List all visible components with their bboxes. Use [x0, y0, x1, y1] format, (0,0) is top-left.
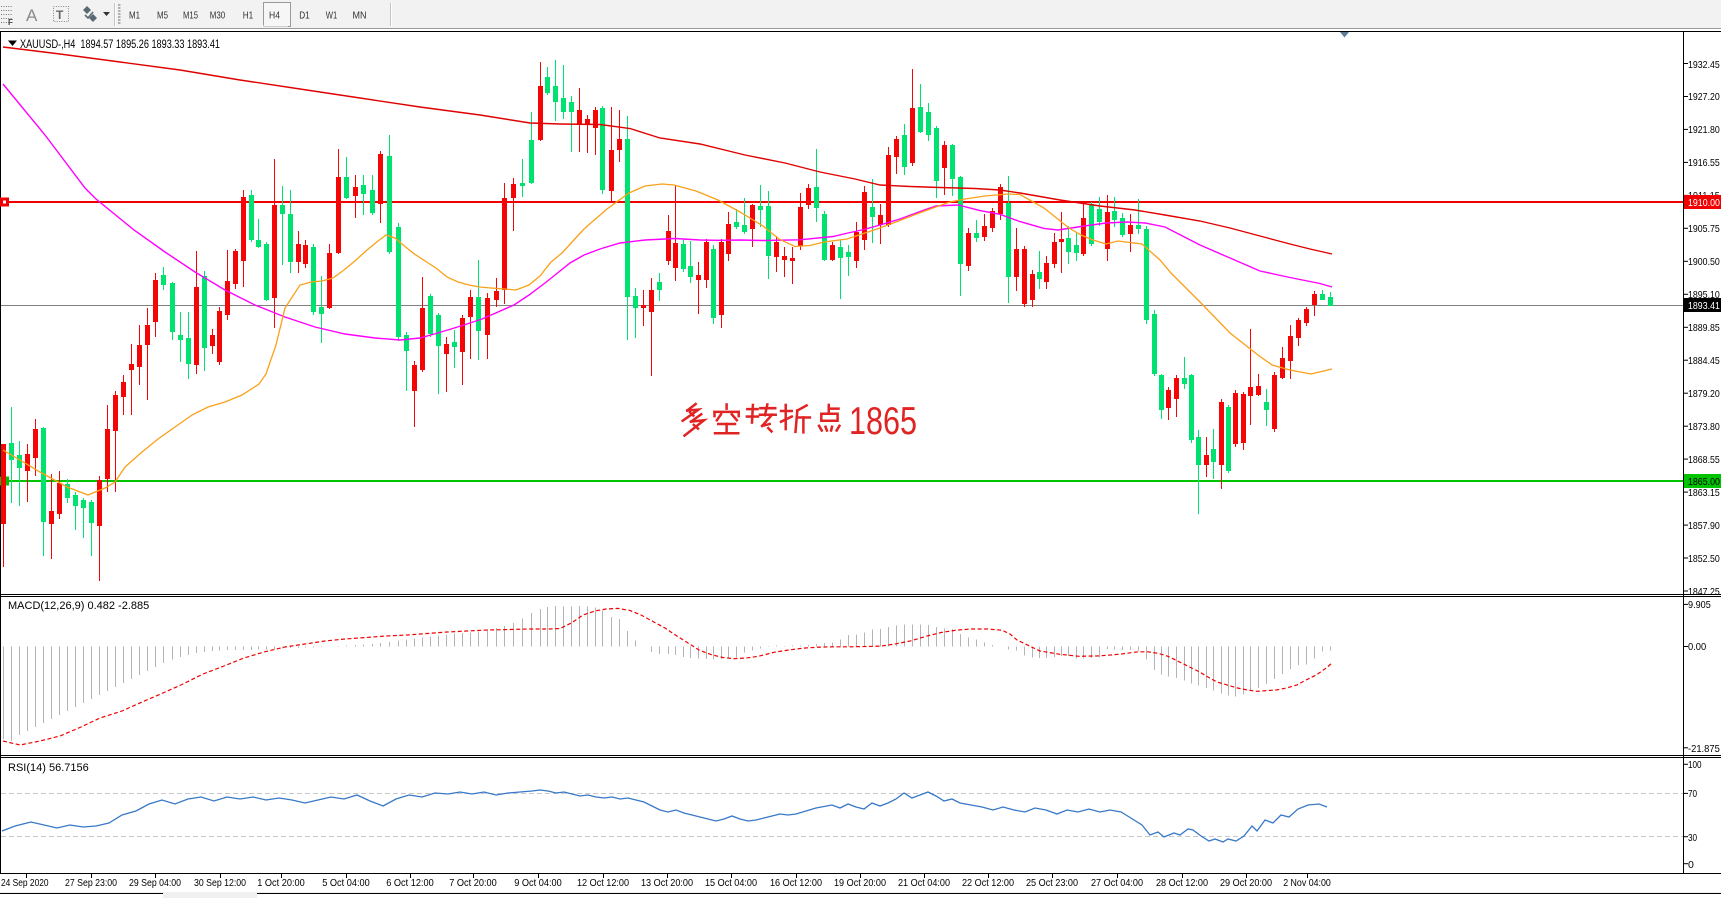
svg-text:21 Oct 04:00: 21 Oct 04:00 — [898, 877, 950, 889]
svg-text:1857.90: 1857.90 — [1688, 520, 1720, 532]
svg-text:1873.80: 1873.80 — [1688, 421, 1720, 433]
svg-text:24 Sep 2020: 24 Sep 2020 — [1, 877, 49, 889]
svg-text:70: 70 — [1688, 788, 1697, 800]
svg-text:1932.45: 1932.45 — [1688, 59, 1720, 71]
svg-text:1916.55: 1916.55 — [1688, 157, 1720, 169]
svg-text:1905.75: 1905.75 — [1688, 223, 1720, 235]
svg-text:1893.41: 1893.41 — [1688, 300, 1720, 312]
svg-text:M15: M15 — [183, 10, 198, 22]
svg-text:A: A — [26, 6, 38, 25]
svg-text:29 Oct 20:00: 29 Oct 20:00 — [1220, 877, 1272, 889]
svg-text:5 Oct 04:00: 5 Oct 04:00 — [322, 877, 370, 889]
svg-text:29 Sep 04:00: 29 Sep 04:00 — [129, 877, 181, 889]
svg-text:1863.15: 1863.15 — [1688, 487, 1720, 499]
svg-text:M1: M1 — [129, 10, 140, 22]
svg-text:XAUUSD-,H4 1894.57 1895.26 18: XAUUSD-,H4 1894.57 1895.26 1893.33 1893.… — [20, 39, 220, 51]
svg-text:W1: W1 — [326, 10, 338, 22]
svg-text:1868.55: 1868.55 — [1688, 454, 1720, 466]
svg-text:30 Sep 12:00: 30 Sep 12:00 — [194, 877, 246, 889]
svg-text:1889.85: 1889.85 — [1688, 322, 1720, 334]
svg-text:28 Oct 12:00: 28 Oct 12:00 — [1156, 877, 1208, 889]
svg-text:1865: 1865 — [849, 400, 917, 443]
svg-text:1852.50: 1852.50 — [1688, 553, 1720, 565]
svg-text:12 Oct 12:00: 12 Oct 12:00 — [577, 877, 629, 889]
svg-text:1879.20: 1879.20 — [1688, 388, 1720, 400]
svg-text:27 Oct 04:00: 27 Oct 04:00 — [1091, 877, 1143, 889]
svg-text:2 Nov 04:00: 2 Nov 04:00 — [1283, 877, 1331, 889]
svg-text:7 Oct 20:00: 7 Oct 20:00 — [449, 877, 497, 889]
svg-text:13 Oct 20:00: 13 Oct 20:00 — [641, 877, 693, 889]
svg-text:27 Sep 23:00: 27 Sep 23:00 — [65, 877, 117, 889]
svg-text:MACD(12,26,9) 0.482 -2.885: MACD(12,26,9) 0.482 -2.885 — [8, 600, 149, 612]
svg-text:M5: M5 — [157, 10, 168, 22]
svg-text:M30: M30 — [210, 10, 226, 22]
svg-text:16 Oct 12:00: 16 Oct 12:00 — [770, 877, 822, 889]
svg-text:30: 30 — [1688, 832, 1697, 844]
svg-text:15 Oct 04:00: 15 Oct 04:00 — [705, 877, 757, 889]
svg-text:9 Oct 04:00: 9 Oct 04:00 — [514, 877, 562, 889]
svg-text:0: 0 — [1688, 859, 1694, 871]
svg-text:1921.80: 1921.80 — [1688, 124, 1720, 136]
svg-text:MN: MN — [353, 10, 367, 22]
svg-text:9.905: 9.905 — [1688, 599, 1711, 611]
svg-text:0.00: 0.00 — [1688, 641, 1706, 653]
svg-text:RSI(14) 56.7156: RSI(14) 56.7156 — [8, 762, 89, 774]
svg-text:19 Oct 20:00: 19 Oct 20:00 — [834, 877, 886, 889]
svg-text:-21.875: -21.875 — [1688, 743, 1720, 755]
svg-text:1865.00: 1865.00 — [1688, 476, 1720, 488]
svg-text:1847.25: 1847.25 — [1688, 586, 1720, 598]
svg-text:6 Oct 12:00: 6 Oct 12:00 — [386, 877, 434, 889]
svg-text:1900.50: 1900.50 — [1688, 256, 1720, 268]
svg-text:1 Oct 20:00: 1 Oct 20:00 — [257, 877, 305, 889]
svg-text:H1: H1 — [243, 10, 254, 22]
svg-text:D1: D1 — [299, 10, 310, 22]
svg-text:F: F — [8, 18, 13, 27]
svg-text:1927.20: 1927.20 — [1688, 91, 1720, 103]
svg-text:H4: H4 — [269, 10, 280, 22]
svg-text:25 Oct 23:00: 25 Oct 23:00 — [1026, 877, 1078, 889]
svg-text:T: T — [56, 8, 64, 22]
svg-text:1884.45: 1884.45 — [1688, 355, 1720, 367]
svg-text:1910.00: 1910.00 — [1688, 197, 1720, 209]
svg-text:22 Oct 12:00: 22 Oct 12:00 — [962, 877, 1014, 889]
svg-text:100: 100 — [1688, 759, 1702, 771]
